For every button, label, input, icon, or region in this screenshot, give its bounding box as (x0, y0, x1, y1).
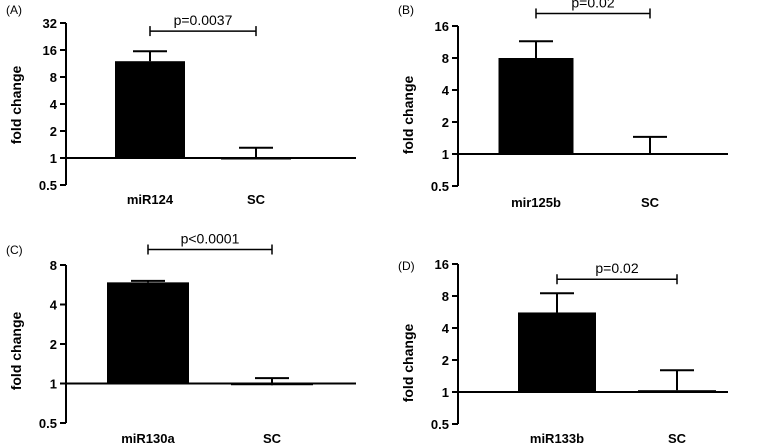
chart-panel-c: (C) fold change 0.5 1 2 4 8 miR130a SC p<0.0001 (6, 231, 356, 446)
y-tick-label: 8 (50, 258, 57, 273)
y-tick-label: 2 (50, 124, 57, 139)
y-axis-title: fold change (8, 66, 24, 145)
category-label: SC (263, 431, 282, 446)
y-tick-label: 2 (442, 115, 449, 130)
p-value-label: p=0.02 (595, 260, 638, 276)
p-value-label: p<0.0001 (181, 231, 240, 247)
y-tick-label: 8 (50, 70, 57, 85)
p-value-label: p=0.02 (571, 0, 614, 10)
y-tick-label: 4 (50, 298, 58, 313)
panel-label: (C) (6, 243, 23, 257)
y-tick-label: 16 (435, 257, 449, 272)
category-label: SC (247, 192, 266, 207)
y-tick-label: 8 (442, 289, 449, 304)
chart-panel-d: (D) fold change 0.5 1 2 4 8 16 miR133b SC p=0.02 (398, 257, 728, 446)
y-tick-label: 2 (442, 353, 449, 368)
category-label: miR130a (121, 431, 175, 446)
y-tick-label: 4 (442, 83, 450, 98)
category-label: SC (641, 195, 660, 210)
y-tick-label: 32 (43, 16, 57, 31)
y-axis-title: fold change (400, 76, 416, 155)
y-tick-label: 0.5 (431, 179, 449, 194)
bar-mir130a (107, 282, 189, 384)
category-label: miR133b (530, 431, 584, 446)
p-value-label: p=0.0037 (174, 12, 233, 28)
bar-mir133b (518, 312, 596, 392)
panel-label: (D) (398, 259, 415, 273)
y-tick-label: 0.5 (431, 417, 449, 432)
y-tick-label: 1 (50, 377, 57, 392)
chart-panel-a: (A) fold change 0.5 1 2 4 8 16 32 miR124 SC p=0.003… (6, 3, 356, 207)
bar-mir124 (115, 61, 185, 159)
bar-mir125b (498, 58, 574, 154)
y-tick-label: 1 (442, 147, 449, 162)
y-tick-label: 2 (50, 337, 57, 352)
category-label: miR124 (127, 192, 174, 207)
y-tick-label: 0.5 (39, 416, 57, 431)
y-tick-label: 16 (435, 19, 449, 34)
y-tick-label: 1 (50, 151, 57, 166)
y-tick-label: 8 (442, 51, 449, 66)
y-tick-label: 1 (442, 385, 449, 400)
panel-label: (A) (6, 3, 22, 17)
y-axis-title: fold change (400, 324, 416, 403)
panel-label: (B) (398, 3, 414, 17)
y-tick-label: 4 (442, 321, 450, 336)
y-tick-label: 0.5 (39, 178, 57, 193)
category-label: SC (668, 431, 687, 446)
chart-panel-b: (B) fold change 0.5 1 2 4 8 16 mir125b SC p=0.02 (398, 0, 728, 210)
category-label: mir125b (511, 195, 561, 210)
y-axis-title: fold change (8, 312, 24, 391)
y-tick-label: 4 (50, 97, 58, 112)
y-tick-label: 16 (43, 43, 57, 58)
